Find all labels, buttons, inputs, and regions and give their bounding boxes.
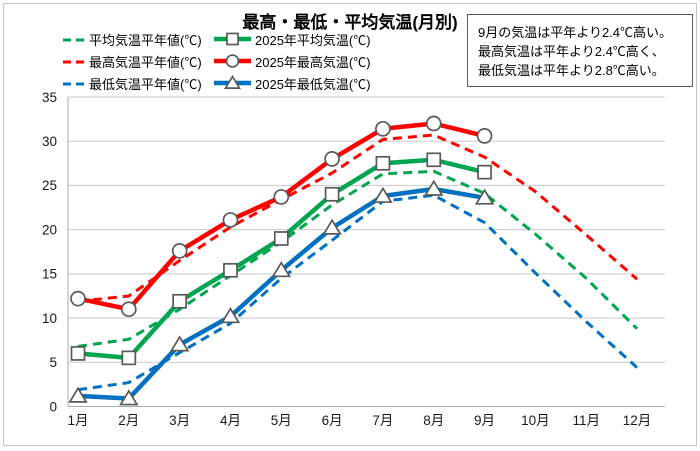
legend-marker-avg-normal-dashed-line-icon [63,38,85,41]
legend-triangle-marker [224,75,241,89]
y-tick-label: 5 [49,355,57,370]
legend-label: 2025年最高気温(℃) [255,54,371,70]
x-tick-label: 4月 [220,413,241,428]
square-marker [121,350,137,366]
x-tick-label: 11月 [572,413,600,428]
series-line-2 [77,133,638,303]
triangle-marker [373,186,393,203]
circle-marker [273,189,290,205]
square-marker [172,293,187,309]
legend-circle-marker [225,54,240,68]
annotation-line-3: 最低気温は平年より2.8℃高い。 [478,63,665,78]
circle-marker [324,151,340,167]
square-marker [324,186,340,202]
series-line-5 [75,186,487,401]
circle-marker [375,120,391,137]
x-tick-label: 10月 [521,413,550,428]
x-tick-label: 1月 [67,413,88,428]
x-tick-label: 5月 [271,413,292,428]
legend-label: 2025年最低気温(℃) [255,76,371,92]
legend-label: 平均気温平年値(℃) [89,32,202,48]
legend-item-min-2025: 2025年最低気温(℃) [214,74,371,93]
triangle-marker [220,307,241,324]
triangle-marker [474,188,495,205]
x-tick-label: 9月 [474,413,495,428]
square-marker [273,231,289,246]
x-tick-label: 7月 [372,413,393,428]
legend-marker-max-2025-circle-icon [214,54,251,68]
y-tick-label: 0 [49,399,57,414]
y-tick-label: 10 [42,311,57,326]
square-marker [223,262,238,278]
triangle-marker [119,389,139,406]
triangle-marker [424,179,444,196]
circle-marker [222,212,239,228]
legend-item-max-2025: 2025年最高気温(℃) [214,52,371,71]
legend-item-max-normal: 最高気温平年値(℃) [62,52,214,71]
legend-label: 2025年平均気温(℃) [255,32,371,48]
legend-item-min-normal: 最低気温平年値(℃) [62,74,214,93]
square-marker [426,152,442,168]
y-tick-label: 20 [42,222,57,237]
x-tick-label: 2月 [118,413,139,428]
y-tick-label: 15 [42,267,57,282]
triangle-marker [169,335,190,352]
chart-title: 最高・最低・平均気温(月別) [242,13,458,32]
legend-square-marker [226,32,239,46]
legend-marker-min-2025-triangle-icon [214,75,251,89]
x-tick-label: 12月 [623,413,652,428]
legend-label: 最低気温平年値(℃) [89,76,202,92]
circle-marker [120,301,137,318]
x-tick-label: 3月 [169,413,190,428]
triangle-marker [68,386,88,403]
legend-marker-max-normal-dashed-line-icon [63,60,85,63]
y-tick-label: 35 [42,90,57,105]
legend-marker-avg-2025-square-icon [214,32,251,46]
legend-marker-min-normal-dashed-line-icon [63,82,85,85]
circle-marker [476,128,493,144]
series-line-3 [75,121,487,312]
square-marker [375,155,391,171]
annotation-line-1: 9月の気温は平年より2.4℃高い。 [478,25,673,40]
x-tick-label: 6月 [322,413,343,428]
circle-marker [70,290,86,307]
triangle-marker [271,261,291,278]
triangle-marker [322,218,342,235]
chart-legend: 平均気温平年値(℃) 2025年平均気温(℃) 最高気温平年値(℃) 2025年… [62,28,371,94]
y-tick-label: 25 [42,178,57,193]
legend-item-avg-2025: 2025年平均気温(℃) [214,30,371,49]
square-marker [477,164,492,180]
circle-marker [425,115,442,132]
annotation-line-2: 最高気温は平年より2.4℃高く、 [478,44,665,59]
square-marker [70,346,86,361]
legend-label: 最高気温平年値(℃) [89,54,202,70]
y-tick-label: 30 [42,134,57,149]
x-tick-label: 8月 [423,413,444,428]
annotation-box: 9月の気温は平年より2.4℃高い。 最高気温は平年より2.4℃高く、 最低気温は… [467,14,693,87]
circle-marker [171,243,188,259]
series-line-4 [77,193,639,392]
legend-item-avg-normal: 平均気温平年値(℃) [62,30,214,49]
